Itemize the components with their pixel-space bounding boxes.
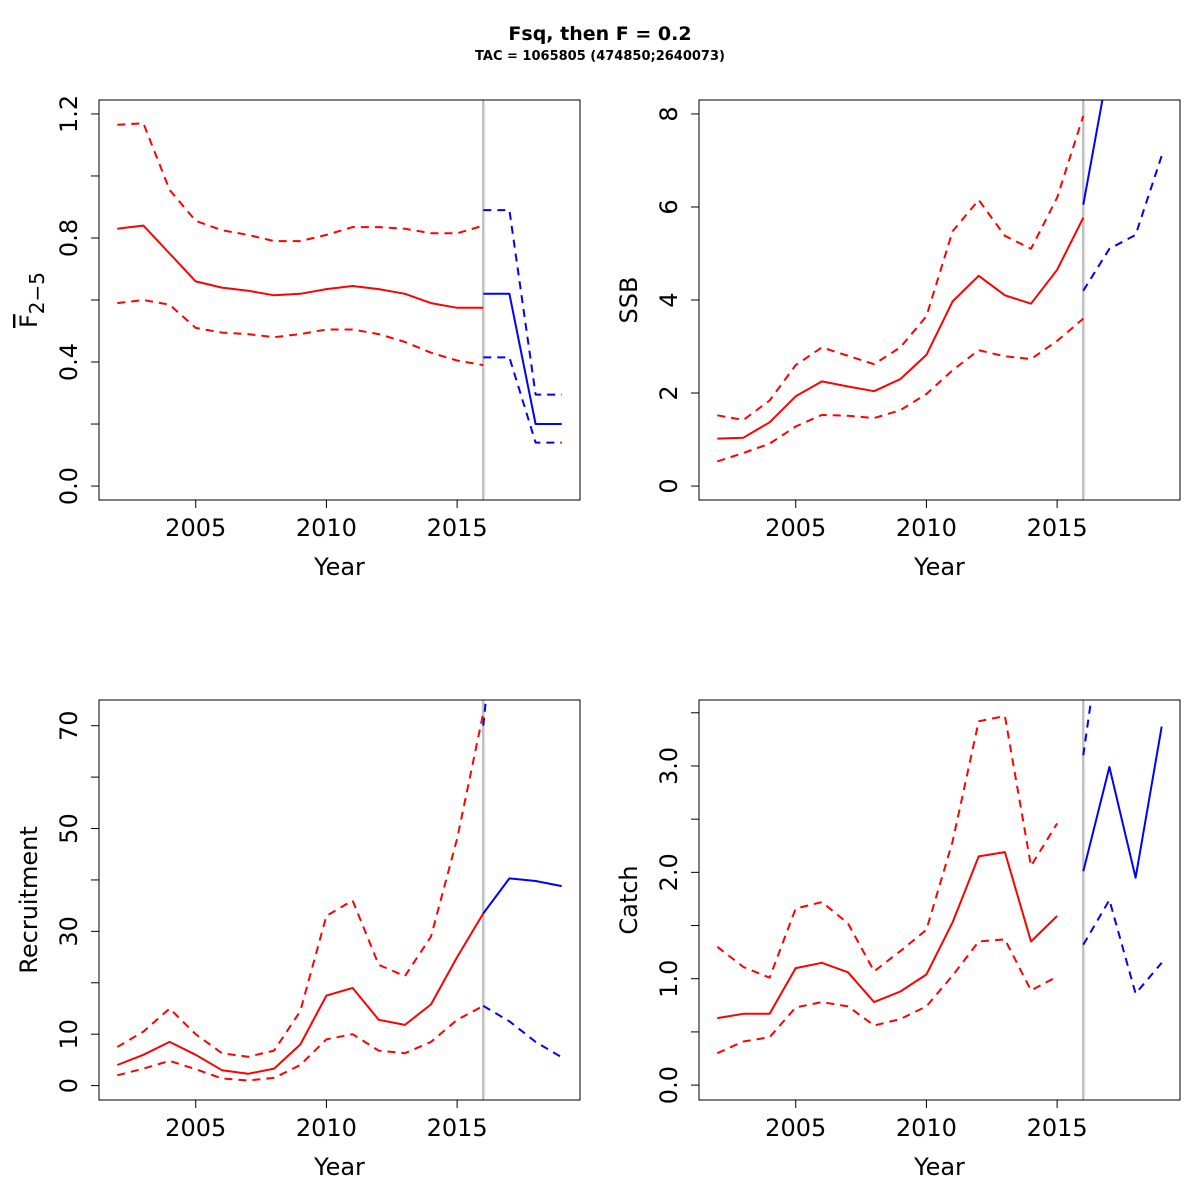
x-tick-label: 2005 [765,1114,826,1142]
x-tick-label: 2010 [296,514,357,542]
ssb-historical-bound-line-2 [716,317,1084,463]
fbar-historical-bound-line-2 [117,299,484,367]
y-axis-label: Recruitment [15,826,43,973]
y-tick-label: 4 [655,292,683,307]
y-tick-label: 0 [55,1078,83,1093]
catch-panel: 2005 2010 2015 Year 0.0 1.0 2.0 3.0 Catch [615,699,1181,1181]
recruitment-projected-bound-line-4 [482,700,487,726]
x-axis-label: Year [313,553,365,581]
recruitment-historical-bound-line-1 [116,712,485,1058]
ssb-projected-median-line-3 [1082,100,1104,205]
plot-frame [698,699,1181,1101]
x-tick-label: 2010 [896,514,957,542]
ssb-panel: 2005 2010 2015 Year 0 2 4 6 8 SSB [615,99,1181,581]
y-tick-label: 30 [55,916,83,947]
recruitment-projected-bound-line-5 [482,1005,563,1059]
y-tick-label: 6 [655,199,683,214]
fbar-panel: 2005 2010 2015 Year 0.0 0.4 0.8 1.2 F2−5 [15,95,581,581]
x-axis-label: Year [913,553,965,581]
ssb-projected-bound-line-4 [1082,155,1163,292]
recruitment-projected-median-line-3 [482,877,562,914]
catch-projected-bound-line-4 [1082,700,1093,756]
ssb-historical-bound-line-1 [717,115,1085,421]
y-tick-label: 0.8 [55,219,83,257]
ssb-historical-median-line-0 [717,217,1085,440]
y-tick-label: 1.0 [655,960,683,998]
recruitment-historical-bound-line-2 [117,1005,484,1082]
y-tick-label: 0 [655,478,683,493]
recruitment-panel: 2005 2010 2015 Year 0 10 30 50 70 Recruitment [15,699,581,1181]
figure-subtitle: TAC = 1065805 (474850;2640073) [475,49,725,64]
plot-frame [98,699,581,1101]
x-axis-label: Year [313,1153,365,1181]
x-tick-label: 2005 [765,514,826,542]
fbar-projected-bound-line-4 [483,209,562,396]
fbar-projected-bound-line-5 [483,356,562,444]
y-tick-label: 2.0 [655,853,683,891]
x-tick-label: 2005 [165,514,226,542]
fbar-projected-median-line-3 [483,292,562,425]
y-tick-label: 50 [55,813,83,844]
catch-projected-median-line-3 [1082,726,1163,879]
y-axis-label: Catch [615,865,643,934]
y-tick-label: 70 [55,710,83,741]
y-tick-label: 10 [55,1019,83,1050]
x-tick-label: 2010 [896,1114,957,1142]
catch-historical-bound-line-1 [716,715,1058,979]
plot-frame [98,99,581,501]
catch-historical-bound-line-2 [716,938,1058,1055]
figure-title: Fsq, then F = 0.2 [508,23,691,45]
x-axis-label: Year [913,1153,965,1181]
fbar-historical-median-line-0 [117,224,484,309]
recruitment-historical-median-line-0 [116,912,485,1075]
x-tick-label: 2015 [1027,1114,1088,1142]
fbar-historical-bound-line-1 [117,122,484,243]
y-tick-label: 8 [655,106,683,121]
catch-historical-median-line-0 [717,851,1058,1020]
y-axis-label: F2−5 [15,272,49,328]
y-tick-label: 0.4 [55,343,83,381]
y-tick-label: 1.2 [55,95,83,133]
y-axis-label: SSB [615,277,643,324]
x-tick-label: 2015 [427,1114,488,1142]
catch-projected-bound-line-5 [1082,899,1163,995]
plot-frame [698,99,1181,501]
y-tick-label: 0.0 [55,467,83,505]
y-tick-label: 3.0 [655,747,683,785]
x-tick-label: 2005 [165,1114,226,1142]
x-tick-label: 2015 [1027,514,1088,542]
x-tick-label: 2015 [427,514,488,542]
y-tick-label: 2 [655,385,683,400]
y-tick-label: 0.0 [655,1066,683,1104]
x-tick-label: 2010 [296,1114,357,1142]
